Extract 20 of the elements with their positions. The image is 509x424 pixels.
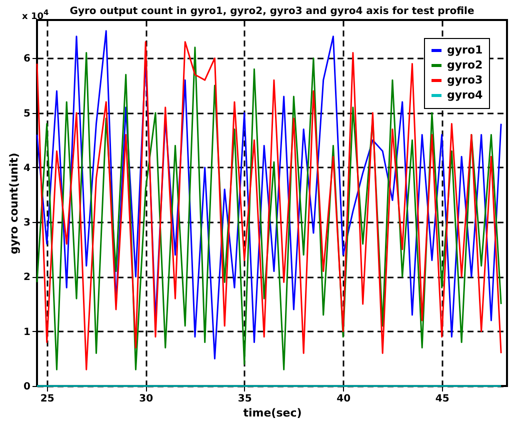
x-tick-label: 30 bbox=[139, 394, 154, 404]
x-tick-label: 25 bbox=[40, 394, 54, 404]
legend-label: gyro2 bbox=[447, 58, 483, 72]
x-tick-label: 35 bbox=[238, 394, 252, 404]
y-tick-label: 5 bbox=[24, 108, 31, 120]
y-tick-label: 3 bbox=[24, 218, 31, 229]
x-axis-title: time(sec) bbox=[243, 406, 302, 420]
y-tick-label: 1 bbox=[24, 326, 31, 338]
exponent-note: x 10$^{4}$ bbox=[22, 8, 49, 22]
legend-label: gyro3 bbox=[447, 74, 483, 86]
y-tick-label: 4 bbox=[24, 162, 31, 174]
y-tick-label: 6 bbox=[24, 54, 31, 65]
x-tick-label: 45 bbox=[435, 394, 450, 404]
y-axis-title: gyro count(unit) bbox=[8, 152, 21, 254]
legend-label: gyro1 bbox=[447, 44, 483, 56]
x-tick-label: 40 bbox=[336, 394, 351, 404]
chart-title: Gyro output count in gyro1, gyro2, gyro3 and gyro4 axis for test profile bbox=[70, 6, 474, 17]
y-tick-label: 0 bbox=[24, 382, 31, 392]
y-tick-label: 2 bbox=[24, 272, 31, 284]
legend-label: gyro4 bbox=[447, 88, 484, 102]
